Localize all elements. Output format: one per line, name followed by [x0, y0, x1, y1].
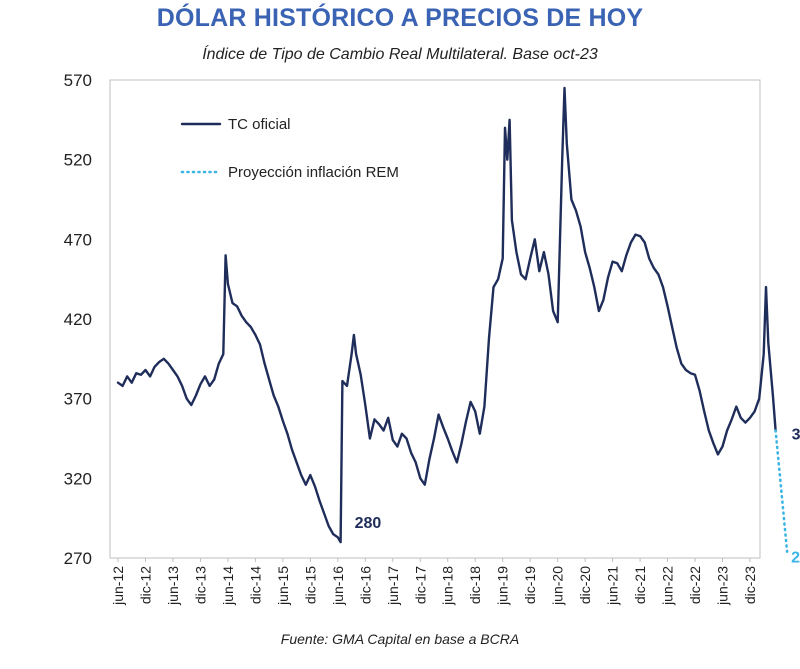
- chart-subtitle: Índice de Tipo de Cambio Real Multilater…: [202, 46, 598, 63]
- x-tick-label: jun-16: [330, 566, 346, 606]
- x-tick-label: jun-19: [495, 566, 511, 606]
- y-tick-label: 320: [64, 469, 92, 488]
- x-tick-label: dic-23: [742, 566, 758, 604]
- y-tick-label: 470: [64, 230, 92, 249]
- y-tick-label: 420: [64, 310, 92, 329]
- series-line-proyeccion: [774, 429, 789, 553]
- x-tick-label: dic-22: [687, 566, 703, 604]
- x-tick-label: jun-12: [110, 566, 126, 606]
- legend-label: Proyección inflación REM: [228, 164, 399, 181]
- x-tick-label: dic-20: [577, 566, 593, 604]
- x-tick-label: jun-18: [440, 566, 456, 606]
- x-tick-label: jun-14: [220, 566, 236, 606]
- chart-source: Fuente: GMA Capital en base a BCRA: [280, 631, 520, 647]
- x-axis: jun-12 dic-12 jun-13 dic-13 jun-14 dic-14 jun-…: [110, 558, 758, 606]
- x-tick-label: jun-15: [275, 566, 291, 606]
- x-tick-label: jun-22: [660, 566, 676, 606]
- x-tick-label: dic-17: [412, 566, 428, 604]
- legend-label: TC oficial: [228, 116, 291, 133]
- y-tick-label: 570: [64, 71, 92, 90]
- series-group: [116, 86, 789, 553]
- legend: TC oficial Proyección inflación REM: [180, 116, 399, 181]
- y-tick-label: 370: [64, 390, 92, 409]
- annotations: 280 350 274: [355, 427, 800, 567]
- plot-area: [109, 79, 761, 559]
- x-tick-label: dic-13: [192, 566, 208, 604]
- x-tick-label: dic-19: [522, 566, 538, 604]
- x-tick-label: dic-12: [137, 566, 153, 604]
- x-tick-label: dic-16: [357, 566, 373, 604]
- x-tick-label: jun-17: [385, 566, 401, 606]
- x-tick-label: dic-21: [632, 566, 648, 604]
- y-axis: 270 320 370 420 470 520 570: [64, 71, 92, 568]
- data-label-280: 280: [355, 515, 382, 532]
- chart-title: DÓLAR HISTÓRICO A PRECIOS DE HOY: [156, 4, 644, 32]
- x-tick-label: jun-23: [715, 566, 731, 606]
- y-tick-label: 520: [64, 151, 92, 170]
- x-tick-label: jun-13: [165, 566, 181, 606]
- series-line-tc-oficial: [116, 86, 777, 544]
- data-label-350: 350: [792, 427, 800, 444]
- x-tick-label: dic-18: [467, 566, 483, 604]
- x-tick-label: dic-14: [247, 566, 263, 604]
- x-tick-label: jun-21: [605, 566, 621, 606]
- x-tick-label: dic-15: [302, 566, 318, 604]
- y-tick-label: 270: [64, 549, 92, 568]
- data-label-274: 274: [791, 550, 800, 567]
- x-tick-label: jun-20: [550, 566, 566, 606]
